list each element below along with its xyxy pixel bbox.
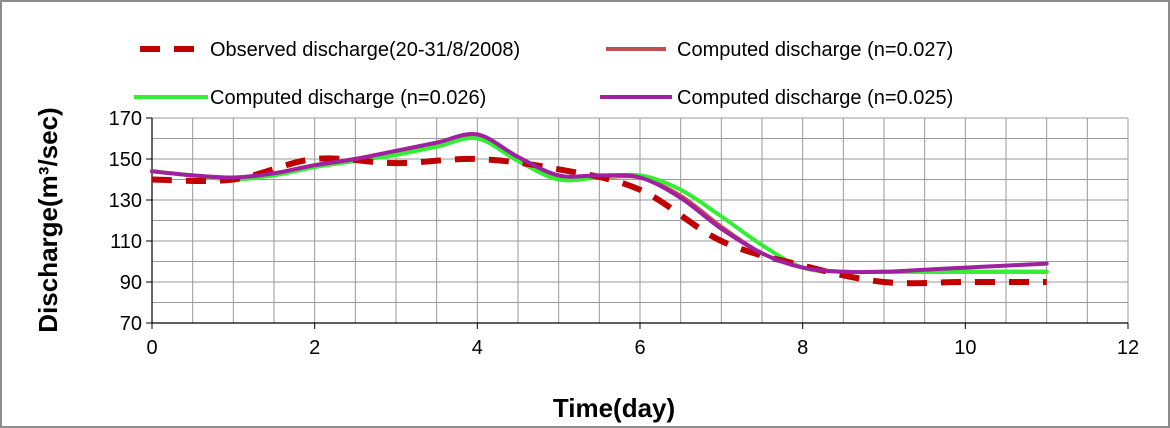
axes bbox=[146, 117, 1129, 329]
y-tick-label: 90 bbox=[120, 272, 142, 294]
series-line-n0025 bbox=[150, 131, 1049, 275]
y-tick-label: 70 bbox=[120, 313, 142, 335]
x-tick-label: 12 bbox=[1117, 337, 1139, 359]
y-tick-label: 150 bbox=[109, 149, 142, 171]
tick-labels: 0 2 4 6 8 10 12 70 90 110 130 150 170 bbox=[109, 108, 1140, 359]
x-tick-label: 2 bbox=[309, 337, 320, 359]
x-axis-title: Time(day) bbox=[553, 393, 675, 423]
legend-label-n0025: Computed discharge (n=0.025) bbox=[677, 87, 953, 109]
legend-label-n0026: Computed discharge (n=0.026) bbox=[210, 87, 486, 109]
series-lines bbox=[150, 131, 1049, 287]
legend-label-n0027: Computed discharge (n=0.027) bbox=[677, 39, 953, 61]
y-axis-title: Discharge(m³/sec) bbox=[33, 107, 63, 332]
x-tick-label: 0 bbox=[146, 337, 157, 359]
legend-label-observed: Observed discharge(20-31/8/2008) bbox=[210, 39, 520, 61]
gridlines bbox=[151, 117, 1129, 324]
y-tick-label: 130 bbox=[109, 190, 142, 212]
y-tick-label: 170 bbox=[109, 108, 142, 130]
x-tick-label: 8 bbox=[797, 337, 808, 359]
x-tick-label: 4 bbox=[472, 337, 483, 359]
legend: Observed discharge(20-31/8/2008) Compute… bbox=[134, 39, 953, 109]
y-tick-label: 110 bbox=[110, 231, 142, 253]
x-tick-label: 6 bbox=[634, 337, 645, 359]
x-tick-label: 10 bbox=[954, 337, 976, 359]
